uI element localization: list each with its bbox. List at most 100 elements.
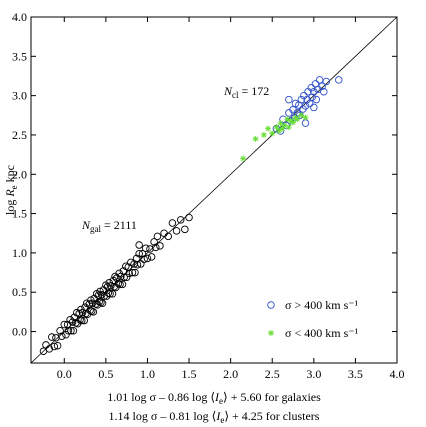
point <box>318 82 326 90</box>
point <box>185 213 193 222</box>
point <box>310 87 318 96</box>
x-tick-label: 3.5 <box>348 367 363 381</box>
point <box>320 87 328 96</box>
point <box>118 280 127 289</box>
point <box>68 318 77 326</box>
point <box>138 249 147 258</box>
x-label-part: ⟩ + 4.25 for clusters <box>224 409 319 423</box>
legend-label: σ < 400 km s⁻¹ <box>285 326 359 340</box>
point <box>140 255 148 263</box>
point <box>279 125 286 132</box>
x-label-part: 1.01 log σ – 0.86 log ⟨ <box>107 390 215 404</box>
point <box>168 219 177 227</box>
point <box>135 249 143 258</box>
annotation-subscript: cl <box>232 90 239 100</box>
point <box>39 347 48 355</box>
y-tick-label: 1.5 <box>12 207 27 221</box>
point <box>322 77 331 86</box>
y-label-part: kpc <box>3 165 17 185</box>
point <box>98 299 107 307</box>
point <box>284 116 291 123</box>
point <box>302 114 309 121</box>
x-tick-label: 0.5 <box>98 367 113 381</box>
point <box>116 280 124 289</box>
point <box>131 268 139 277</box>
y-tick-label: 1.0 <box>12 246 27 260</box>
point <box>106 290 114 298</box>
legend-marker <box>268 330 274 336</box>
x-tick-label: 1.0 <box>140 367 155 381</box>
point <box>181 225 189 234</box>
point <box>297 95 306 104</box>
point <box>122 273 131 282</box>
point <box>58 332 66 341</box>
point <box>143 254 152 263</box>
point <box>147 253 156 261</box>
annotation: Ngal = 2111 <box>81 218 137 234</box>
point <box>303 95 311 104</box>
point <box>287 117 294 124</box>
x-tick-label: 0.0 <box>57 367 72 381</box>
point <box>310 103 318 112</box>
y-label-part: R <box>3 189 17 198</box>
point <box>146 245 154 253</box>
point <box>301 119 310 127</box>
point <box>260 131 267 138</box>
y-axis-label: log Re kpc <box>3 165 19 215</box>
x-label-part: e <box>219 396 223 406</box>
point <box>48 333 56 341</box>
point <box>156 242 164 250</box>
point <box>152 243 160 252</box>
point <box>153 232 162 241</box>
legend-marker <box>267 301 275 309</box>
point <box>120 273 128 282</box>
point <box>285 124 292 131</box>
annotation-text: = 172 <box>239 84 270 98</box>
point <box>56 327 64 335</box>
plot-frame <box>30 16 398 364</box>
point <box>77 316 86 325</box>
y-tick-label: 0.0 <box>12 325 27 339</box>
y-label-part: log <box>3 200 17 215</box>
point <box>308 93 316 101</box>
point <box>164 232 172 241</box>
point <box>294 116 301 123</box>
point <box>315 76 324 84</box>
point <box>285 95 293 104</box>
point <box>305 99 314 108</box>
annotation-symbol: N <box>223 84 233 98</box>
x-label-part: I <box>214 390 220 404</box>
point <box>89 308 98 316</box>
y-tick-label: 3.0 <box>12 89 27 103</box>
y-tick-label: 4.0 <box>12 10 27 24</box>
legend-label: σ > 400 km s⁻¹ <box>285 298 359 312</box>
point <box>275 128 282 135</box>
x-tick-label: 2.5 <box>265 367 280 381</box>
x-tick-label: 2.0 <box>223 367 238 381</box>
point <box>277 120 284 127</box>
point <box>135 241 143 249</box>
point <box>112 274 121 282</box>
x-label-part: e <box>220 415 224 425</box>
point <box>50 342 59 351</box>
x-axis-label: 1.01 log σ – 0.86 log ⟨Ie⟩ + 5.60 for ga… <box>107 390 321 406</box>
point <box>64 327 73 335</box>
y-tick-label: 0.5 <box>12 285 27 299</box>
x-label-part: 1.14 log σ – 0.81 log ⟨ <box>109 409 217 423</box>
point <box>133 260 142 269</box>
point <box>108 290 117 298</box>
point <box>269 130 276 137</box>
annotation-subscript: gal <box>90 224 101 234</box>
point <box>125 269 133 278</box>
point <box>69 327 78 335</box>
point <box>66 316 74 324</box>
point <box>150 238 158 246</box>
point <box>60 320 69 329</box>
point <box>142 244 150 252</box>
annotation-text: = 2111 <box>101 218 137 232</box>
x-axis-label: 1.14 log σ – 0.81 log ⟨Ie⟩ + 4.25 for cl… <box>109 409 320 425</box>
point <box>265 125 272 132</box>
point <box>176 216 185 224</box>
point <box>128 268 137 277</box>
point <box>53 341 62 350</box>
